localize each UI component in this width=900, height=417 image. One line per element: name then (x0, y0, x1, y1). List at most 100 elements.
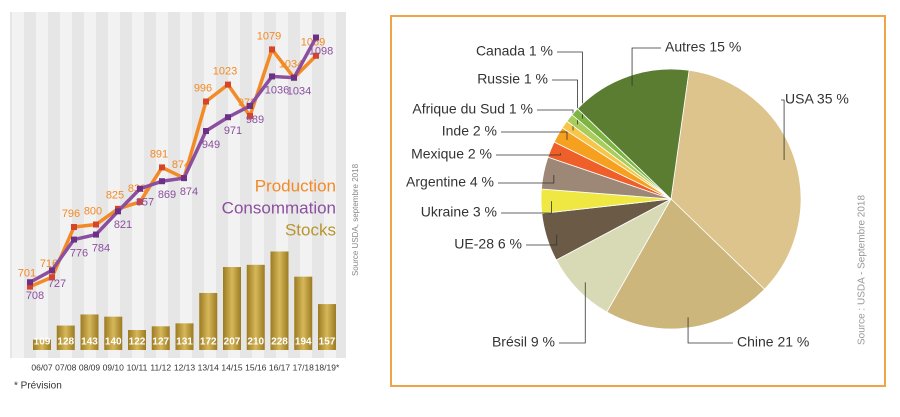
data-label: 701 (18, 268, 36, 280)
marker (313, 34, 319, 41)
bar (318, 304, 336, 350)
marker (49, 267, 55, 274)
marker (269, 46, 275, 53)
bar (80, 314, 99, 350)
data-label: 874 (180, 186, 198, 198)
left-panel (10, 12, 346, 358)
line (29, 45, 318, 289)
marker (93, 221, 99, 228)
data-label: 727 (48, 278, 66, 290)
marker (203, 98, 209, 105)
x-tick-label: 12/13 (174, 362, 196, 372)
leader-line (526, 234, 558, 246)
line (29, 36, 318, 284)
marker (203, 128, 209, 135)
bar (175, 323, 194, 350)
x-tick-label: 15/16 (245, 362, 267, 372)
leader-line (687, 317, 733, 344)
legend-label: Stocks (285, 220, 336, 239)
bar-value-label: 128 (57, 337, 74, 348)
bar (104, 316, 123, 350)
bar-value-label: 140 (105, 337, 122, 348)
bar (128, 330, 146, 350)
x-tick-label: 07/08 (55, 362, 77, 372)
bar (294, 276, 313, 350)
bar (270, 251, 289, 350)
data-label: 825 (106, 190, 124, 202)
marker (93, 231, 99, 238)
x-tick-label: 09/10 (103, 362, 125, 372)
data-label: 708 (26, 290, 44, 302)
slice-label: Chine 21 % (737, 334, 809, 350)
data-label: 1036 (265, 84, 289, 96)
x-tick-label: 06/07 (31, 362, 53, 372)
pie-slice (670, 69, 802, 290)
bar (223, 267, 241, 350)
slice-label: USA 35 % (785, 91, 849, 107)
data-label: 971 (224, 125, 242, 137)
marker (137, 198, 143, 205)
marker (313, 52, 319, 59)
slice-label: Mexique 2 % (411, 146, 492, 162)
marker (291, 74, 297, 81)
slice-label: UE-28 6 % (454, 236, 522, 252)
bar (199, 292, 218, 350)
pie-slice (606, 198, 766, 330)
leader-line (557, 51, 583, 119)
marker (137, 185, 143, 192)
legend-label: Production (255, 176, 336, 195)
data-label: 1023 (213, 65, 237, 77)
x-tick-label: 11/12 (150, 362, 171, 372)
data-label: 869 (158, 189, 176, 201)
slice-label: Inde 2 % (442, 123, 497, 139)
leader-line (501, 131, 568, 140)
x-tick-label: 14/15 (221, 362, 243, 372)
footnote: * Prévision (14, 381, 62, 392)
data-label: 949 (202, 139, 220, 151)
leader-line (498, 174, 555, 184)
slice-label: Brésil 9 % (492, 334, 555, 350)
slice-label: Autres 15 % (665, 39, 741, 55)
data-label: 796 (62, 208, 80, 220)
data-label: 857 (136, 197, 154, 209)
data-label: 874 (172, 159, 190, 171)
data-label: 989 (246, 114, 264, 126)
x-tick-label: 08/09 (79, 362, 101, 372)
bar-value-label: 210 (247, 337, 264, 348)
marker (27, 283, 33, 290)
marker (71, 236, 77, 243)
slice-label: Ukraine 3 % (421, 204, 497, 220)
marker (269, 73, 275, 80)
source: Source USDA, septembre 2018 (351, 163, 360, 276)
data-label: 1034 (279, 59, 303, 71)
x-tick-label: 10/11 (127, 362, 148, 372)
data-label: 776 (70, 247, 88, 259)
bar-value-label: 194 (295, 337, 312, 348)
bar-value-label: 131 (176, 337, 193, 348)
slice-label: Russie 1 % (477, 71, 548, 87)
marker (247, 112, 253, 119)
legend-label: Consommation (222, 198, 336, 217)
data-label: 891 (150, 148, 168, 160)
data-label: 800 (84, 205, 102, 217)
data-label: 821 (114, 219, 132, 231)
marker (181, 175, 187, 182)
bar (246, 264, 265, 350)
bar-value-label: 122 (129, 337, 146, 348)
marker (27, 279, 33, 286)
marker (49, 274, 55, 281)
data-label: 1098 (309, 45, 333, 57)
bar-value-label: 228 (271, 337, 288, 348)
bar-value-label: 157 (319, 337, 336, 348)
marker (225, 81, 231, 88)
marker (115, 208, 121, 215)
bar (151, 326, 170, 350)
slice-label: Argentine 4 % (406, 174, 494, 190)
marker (159, 164, 165, 171)
leader-line (501, 201, 552, 214)
marker (225, 114, 231, 121)
bar-value-label: 207 (224, 337, 241, 348)
source: Source : USDA - Septembre 2018 (857, 195, 868, 346)
bar (56, 325, 75, 350)
x-tick-label: 16/17 (269, 362, 291, 372)
